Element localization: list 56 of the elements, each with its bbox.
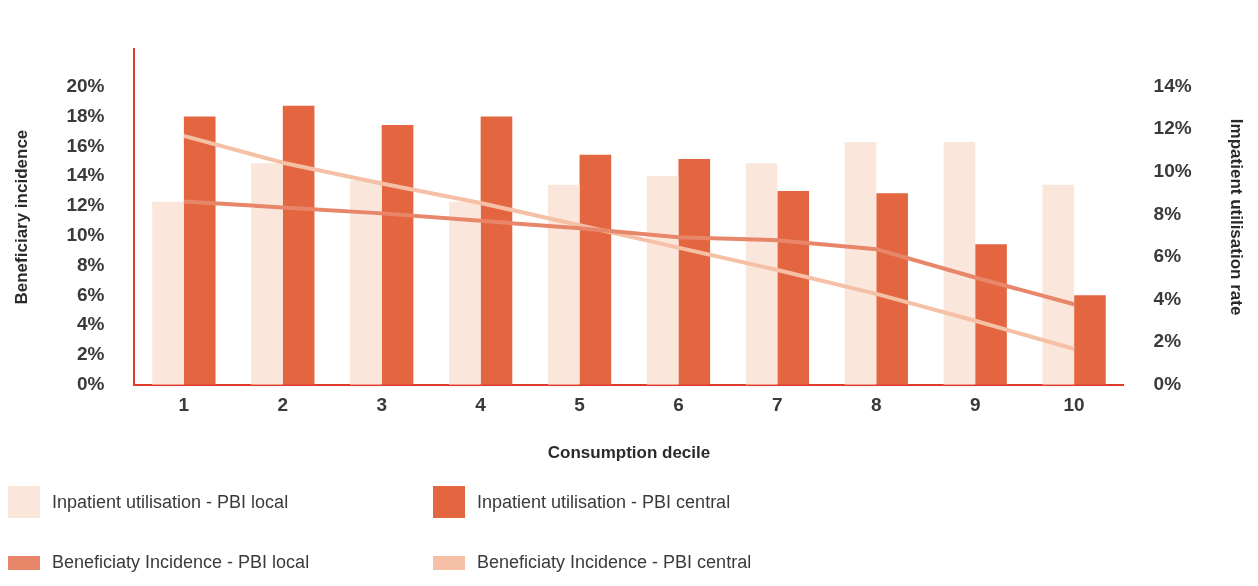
x-tick-label: 7 [772, 394, 783, 416]
y-tick-label: 10% [66, 223, 105, 245]
bar [183, 116, 216, 385]
y2-tick-label: 2% [1153, 330, 1182, 352]
y2-tick-label: 14% [1153, 74, 1192, 96]
y2-tick-label: 10% [1153, 160, 1192, 182]
x-tick-label: 3 [376, 394, 387, 416]
bar [678, 159, 711, 385]
x-tick-label: 2 [277, 394, 289, 416]
x-tick-label: 10 [1063, 394, 1085, 416]
y-tick-label: 20% [66, 74, 105, 96]
bar [646, 176, 679, 385]
bar [448, 201, 481, 385]
y2-tick-label: 0% [1153, 373, 1182, 395]
y-tick-label: 18% [66, 104, 105, 126]
legend-label: Beneficiaty Incidence - PBI local [52, 552, 310, 573]
x-tick-label: 4 [475, 394, 487, 416]
bar [876, 193, 908, 385]
x-axis-title: Consumption decile [547, 443, 711, 463]
y2-tick-label: 4% [1153, 287, 1182, 309]
x-tick-label: 5 [574, 394, 586, 416]
bar [282, 105, 315, 385]
bar [381, 125, 414, 385]
y-tick-label: 16% [66, 134, 105, 156]
bar [975, 244, 1007, 385]
x-tick-label: 9 [969, 394, 981, 416]
y-tick-label: 8% [76, 253, 105, 275]
y2-tick-label: 12% [1153, 117, 1192, 139]
bar [777, 191, 810, 385]
bar [745, 163, 778, 385]
y-tick-label: 14% [66, 164, 105, 186]
legend-label: Beneficiaty Incidence - PBI central [477, 552, 752, 573]
bar [1074, 295, 1106, 385]
bar [251, 163, 283, 385]
y-tick-label: 12% [66, 194, 105, 216]
y-tick-label: 4% [76, 313, 105, 335]
y-tick-label: 6% [76, 283, 105, 305]
bar [943, 142, 976, 385]
x-tick-label: 8 [871, 394, 882, 416]
legend-label: Inpatient utilisation - PBI central [477, 491, 731, 513]
bar [152, 201, 184, 385]
x-tick-label: 6 [673, 394, 684, 416]
bar [480, 116, 513, 385]
legend-label: Inpatient utilisation - PBI local [52, 491, 289, 513]
bar [844, 142, 877, 385]
bar [547, 184, 580, 385]
y-axis-title: Beneficiary incidence [11, 129, 31, 305]
bar [579, 154, 612, 385]
y2-tick-label: 8% [1153, 202, 1182, 224]
y-tick-label: 2% [76, 343, 105, 365]
bar [1042, 184, 1075, 385]
bar [350, 180, 382, 385]
y2-axis-title: Impatient utilisation rate [1227, 118, 1247, 316]
y2-tick-label: 6% [1153, 245, 1182, 267]
x-tick-label: 1 [178, 394, 190, 416]
y-tick-label: 0% [76, 373, 105, 395]
